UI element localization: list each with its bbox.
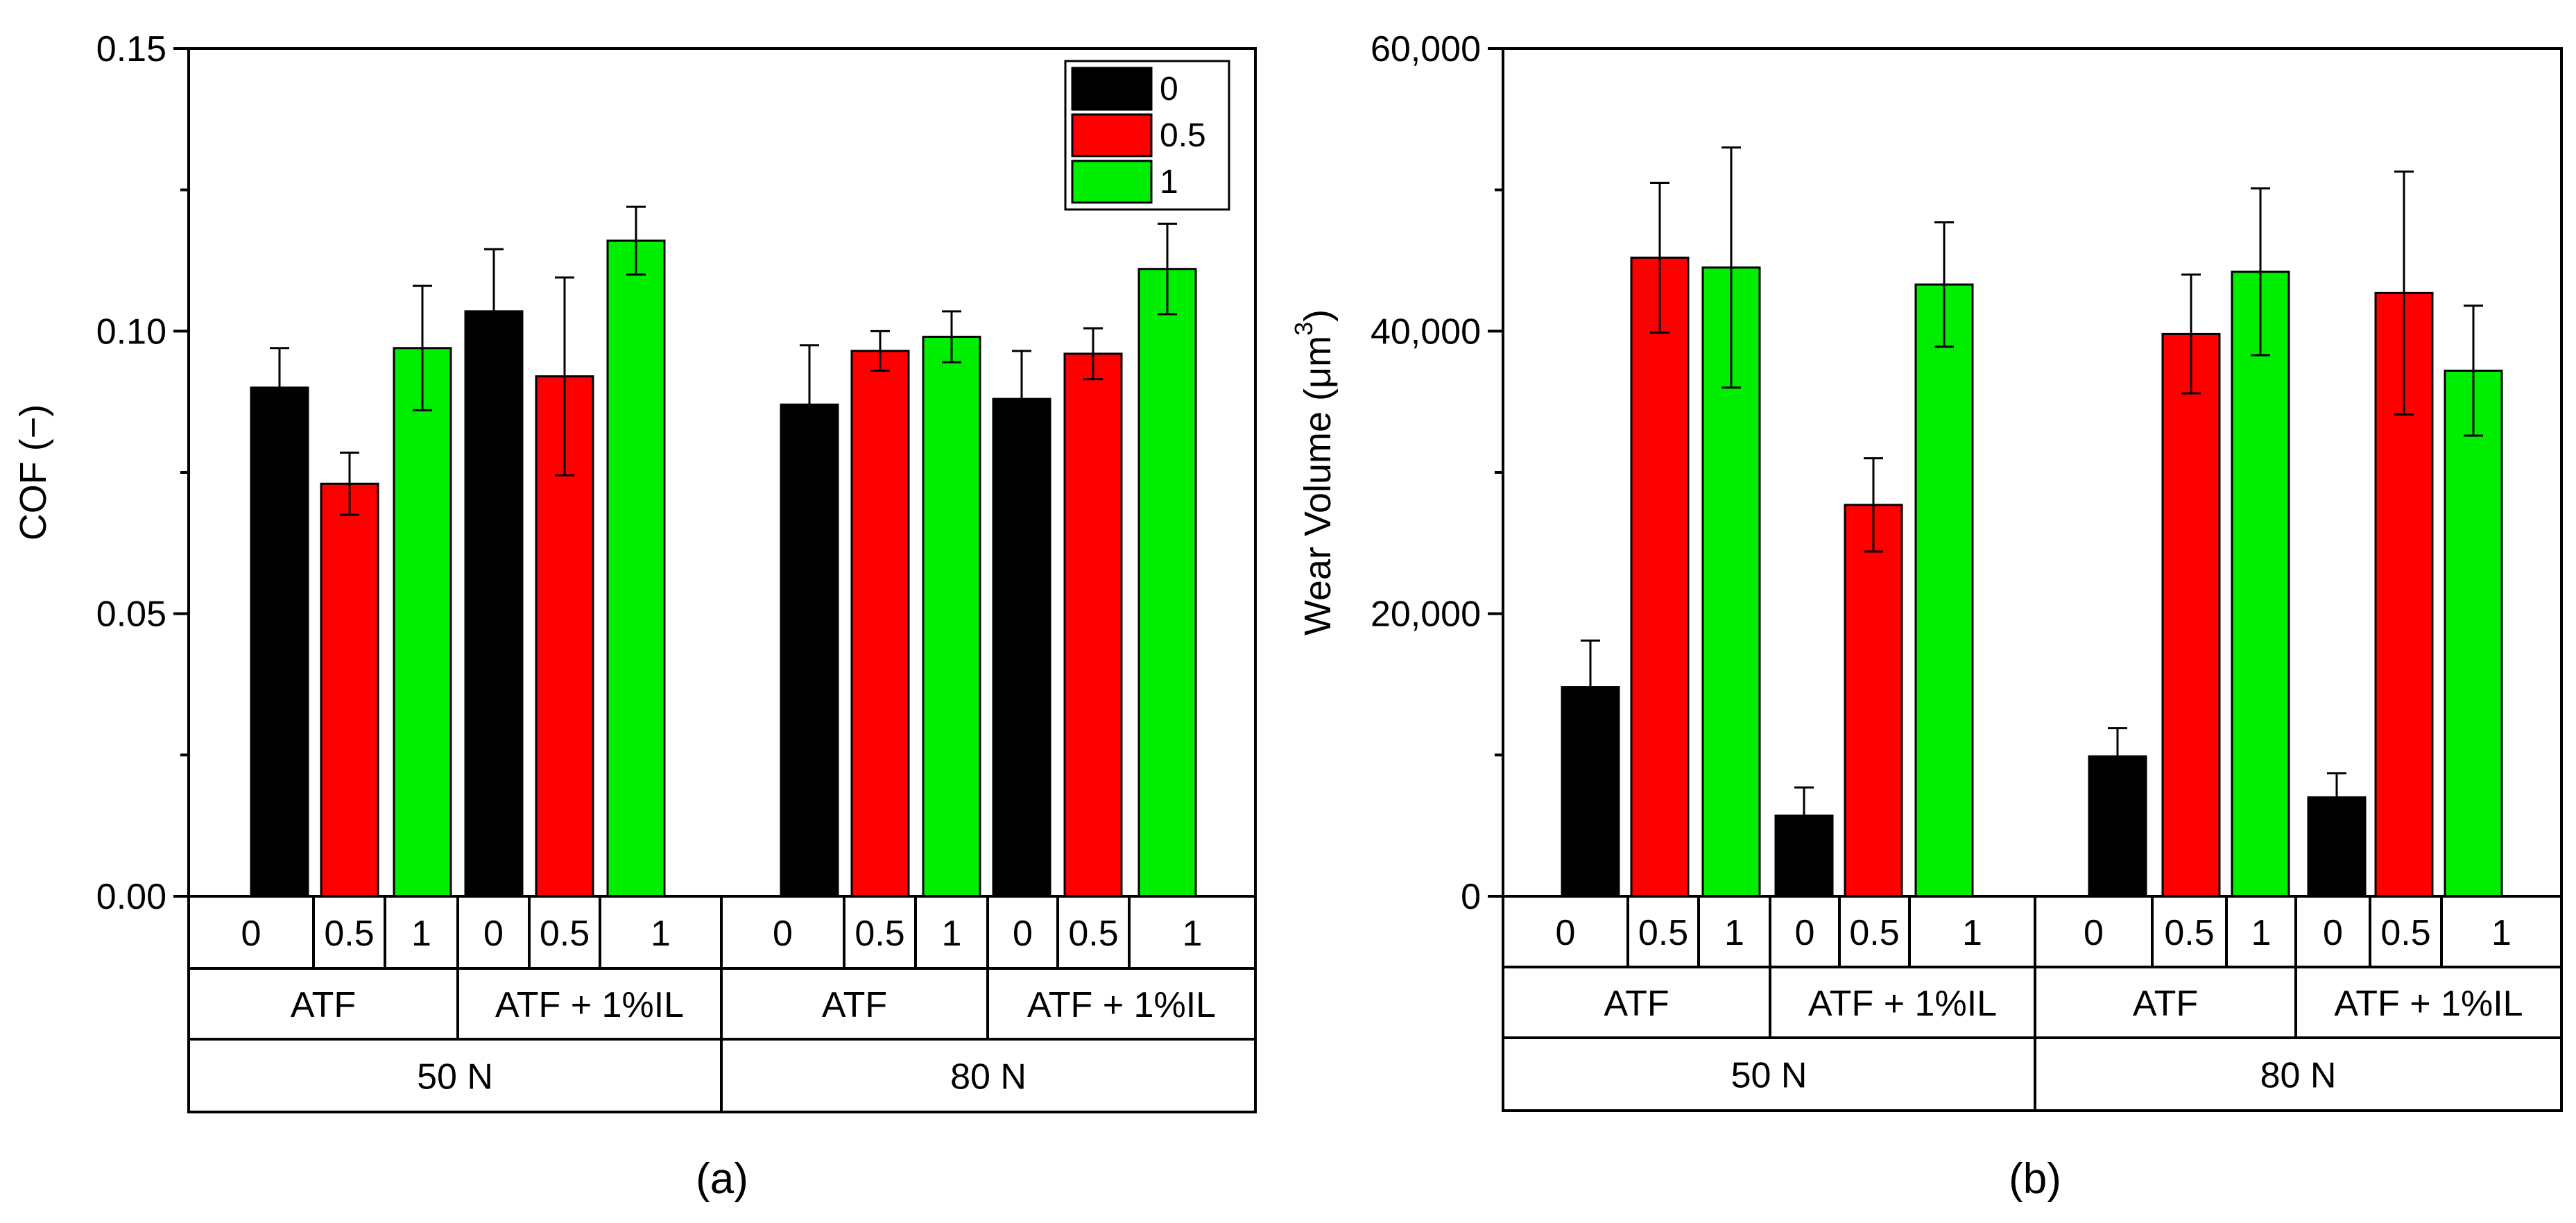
category-label-row1: 1 (411, 914, 431, 954)
bar-g2-s1 (850, 350, 910, 898)
legend-swatch-2 (1071, 160, 1153, 204)
bar-g3-s0 (992, 397, 1051, 898)
category-label-row3: 50 N (1731, 1056, 1808, 1096)
y-axis-title-superscript: 3 (1289, 322, 1318, 336)
y-tick-label: 40,000 (1371, 311, 1481, 352)
bar-g2-s2 (2231, 271, 2290, 898)
y-tick-label: 20,000 (1371, 595, 1481, 635)
category-label-row2: ATF (291, 985, 356, 1025)
category-label-row1: 1 (2251, 913, 2272, 953)
category-label-row1: 0.5 (324, 914, 374, 954)
category-label-row1: 1 (942, 914, 962, 954)
category-label-row1: 0.5 (1638, 913, 1688, 953)
category-label-row1: 0 (241, 914, 261, 954)
category-label-row1: 0.5 (2380, 913, 2430, 953)
y-axis-title: COF (−) (12, 404, 54, 541)
y-tick-label: 0.05 (96, 595, 166, 635)
category-label-row2: ATF (2133, 984, 2198, 1024)
legend-swatch-1 (1071, 113, 1153, 157)
category-label-row1: 0.5 (1849, 913, 1899, 953)
bar-g0-s1 (320, 482, 379, 898)
bar-g1-s2 (606, 239, 666, 898)
category-label-row1: 1 (1962, 913, 1982, 953)
panel-a: 0.00 0.05 0.10 0.15 0 0.5 1 0 0.5 1 0 0.5 1 0 0.5 1 ATF A… (12, 29, 1257, 1203)
category-label-row3: 80 N (2260, 1056, 2337, 1096)
category-label-row2: ATF + 1%IL (1808, 984, 1997, 1024)
panel-label: (b) (2009, 1155, 2061, 1203)
category-label-row1: 0.5 (2164, 913, 2214, 953)
legend-label: 0 (1160, 71, 1178, 108)
category-label-row3: 50 N (417, 1057, 493, 1097)
bar-g1-s1 (1844, 504, 1903, 898)
y-axis-title-text: COF (−) (12, 404, 54, 541)
category-label-row1: 0 (773, 914, 793, 954)
category-label-row1: 1 (1183, 914, 1203, 954)
category-label-row1: 0 (1556, 913, 1576, 953)
legend-label: 1 (1160, 164, 1178, 200)
y-tick-label: 0.00 (96, 877, 166, 917)
panel-label: (a) (696, 1155, 748, 1203)
y-tick-label: 0.10 (96, 311, 166, 352)
category-label-row1: 0.5 (1068, 914, 1118, 954)
y-axis-title-text: Wear Volume (μm (1297, 336, 1339, 635)
category-label-row1: 0 (2323, 913, 2343, 953)
y-axis-title-end: ) (1297, 309, 1339, 322)
legend-label: 0.5 (1160, 117, 1206, 154)
bar-g2-s0 (780, 403, 839, 898)
category-label-row2: ATF + 1%IL (1027, 985, 1216, 1025)
bar-g3-s2 (2444, 369, 2503, 898)
y-tick-label: 0.15 (96, 29, 166, 69)
y-tick-label: 0 (1461, 877, 1481, 917)
category-label-row1: 1 (651, 914, 671, 954)
category-label-row1: 1 (1724, 913, 1744, 953)
bar-g1-s2 (1914, 283, 1974, 898)
category-label-row3: 80 N (950, 1057, 1027, 1097)
panel-b: 0 20,000 40,000 60,000 0 0.5 1 0 0.5 1 0 0.5 1 0 0.5 1 A… (1289, 29, 2563, 1203)
category-label-row2: ATF + 1%IL (2334, 984, 2523, 1024)
bar-g3-s2 (1137, 268, 1197, 898)
category-label-row1: 1 (2491, 913, 2511, 953)
y-axis-title: Wear Volume (μm3) (1289, 309, 1339, 635)
category-label-row1: 0 (483, 914, 504, 954)
bar-g2-s1 (2161, 332, 2221, 898)
y-tick-label: 60,000 (1371, 29, 1481, 69)
bar-g0-s1 (1630, 256, 1690, 898)
bar-g3-s1 (1063, 352, 1123, 898)
category-label-row1: 0.5 (540, 914, 590, 954)
category-label-row2: ATF + 1%IL (495, 985, 684, 1025)
category-label-row1: 0 (2084, 913, 2104, 953)
category-label-row1: 0.5 (855, 914, 904, 954)
category-label-row2: ATF (822, 985, 887, 1025)
bar-g0-s0 (250, 386, 309, 898)
legend-swatch-0 (1071, 67, 1153, 111)
category-table (1502, 895, 2563, 1112)
bar-g2-s2 (922, 335, 981, 898)
category-label-row1: 0 (1795, 913, 1815, 953)
bar-g1-s0 (464, 310, 524, 898)
category-label-row2: ATF (1604, 984, 1669, 1024)
bar-g0-s2 (393, 347, 452, 898)
category-label-row1: 0 (1013, 914, 1033, 954)
